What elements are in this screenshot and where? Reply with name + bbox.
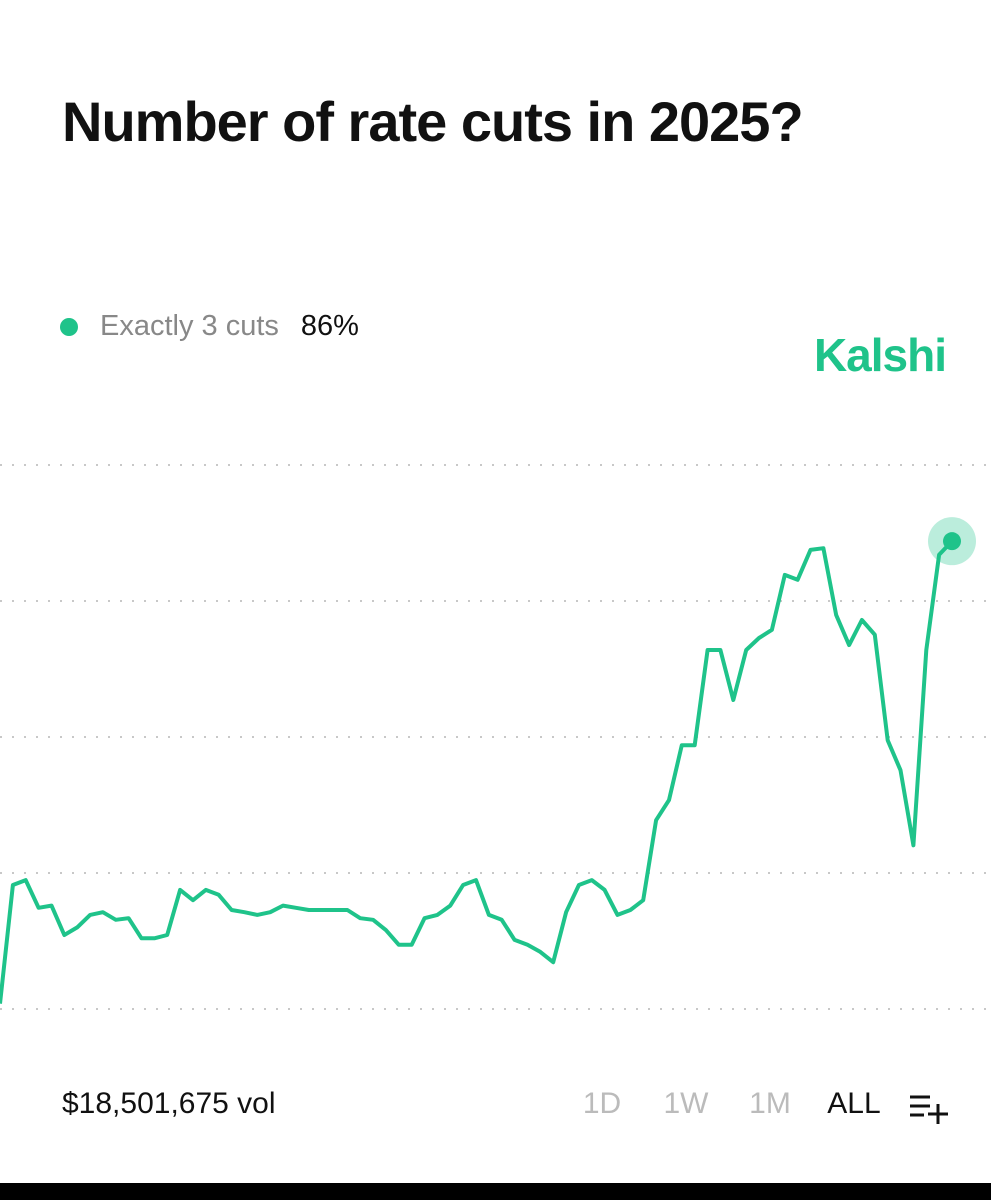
price-line [0, 539, 954, 1004]
brand-logo: Kalshi [813, 329, 947, 381]
range-button[interactable]: ALL [827, 1087, 881, 1120]
volume: $18,501,675 vol [62, 1087, 276, 1120]
range-button[interactable]: 1W [663, 1087, 709, 1120]
bottom-bar [0, 1183, 991, 1200]
legend-value: 86% [300, 310, 359, 342]
legend-dot [60, 317, 78, 336]
range-selector: 1D 1W 1M ALL [560, 1087, 896, 1121]
legend-label: Exactly 3 cuts [100, 310, 279, 342]
end-point [943, 532, 961, 551]
range-button[interactable]: 1D [582, 1087, 622, 1120]
range-button[interactable]: 1M [749, 1087, 791, 1120]
chart-title: Number of rate cuts in 2025? [62, 90, 804, 153]
legend: Exactly 3 cuts 86% [60, 310, 359, 343]
